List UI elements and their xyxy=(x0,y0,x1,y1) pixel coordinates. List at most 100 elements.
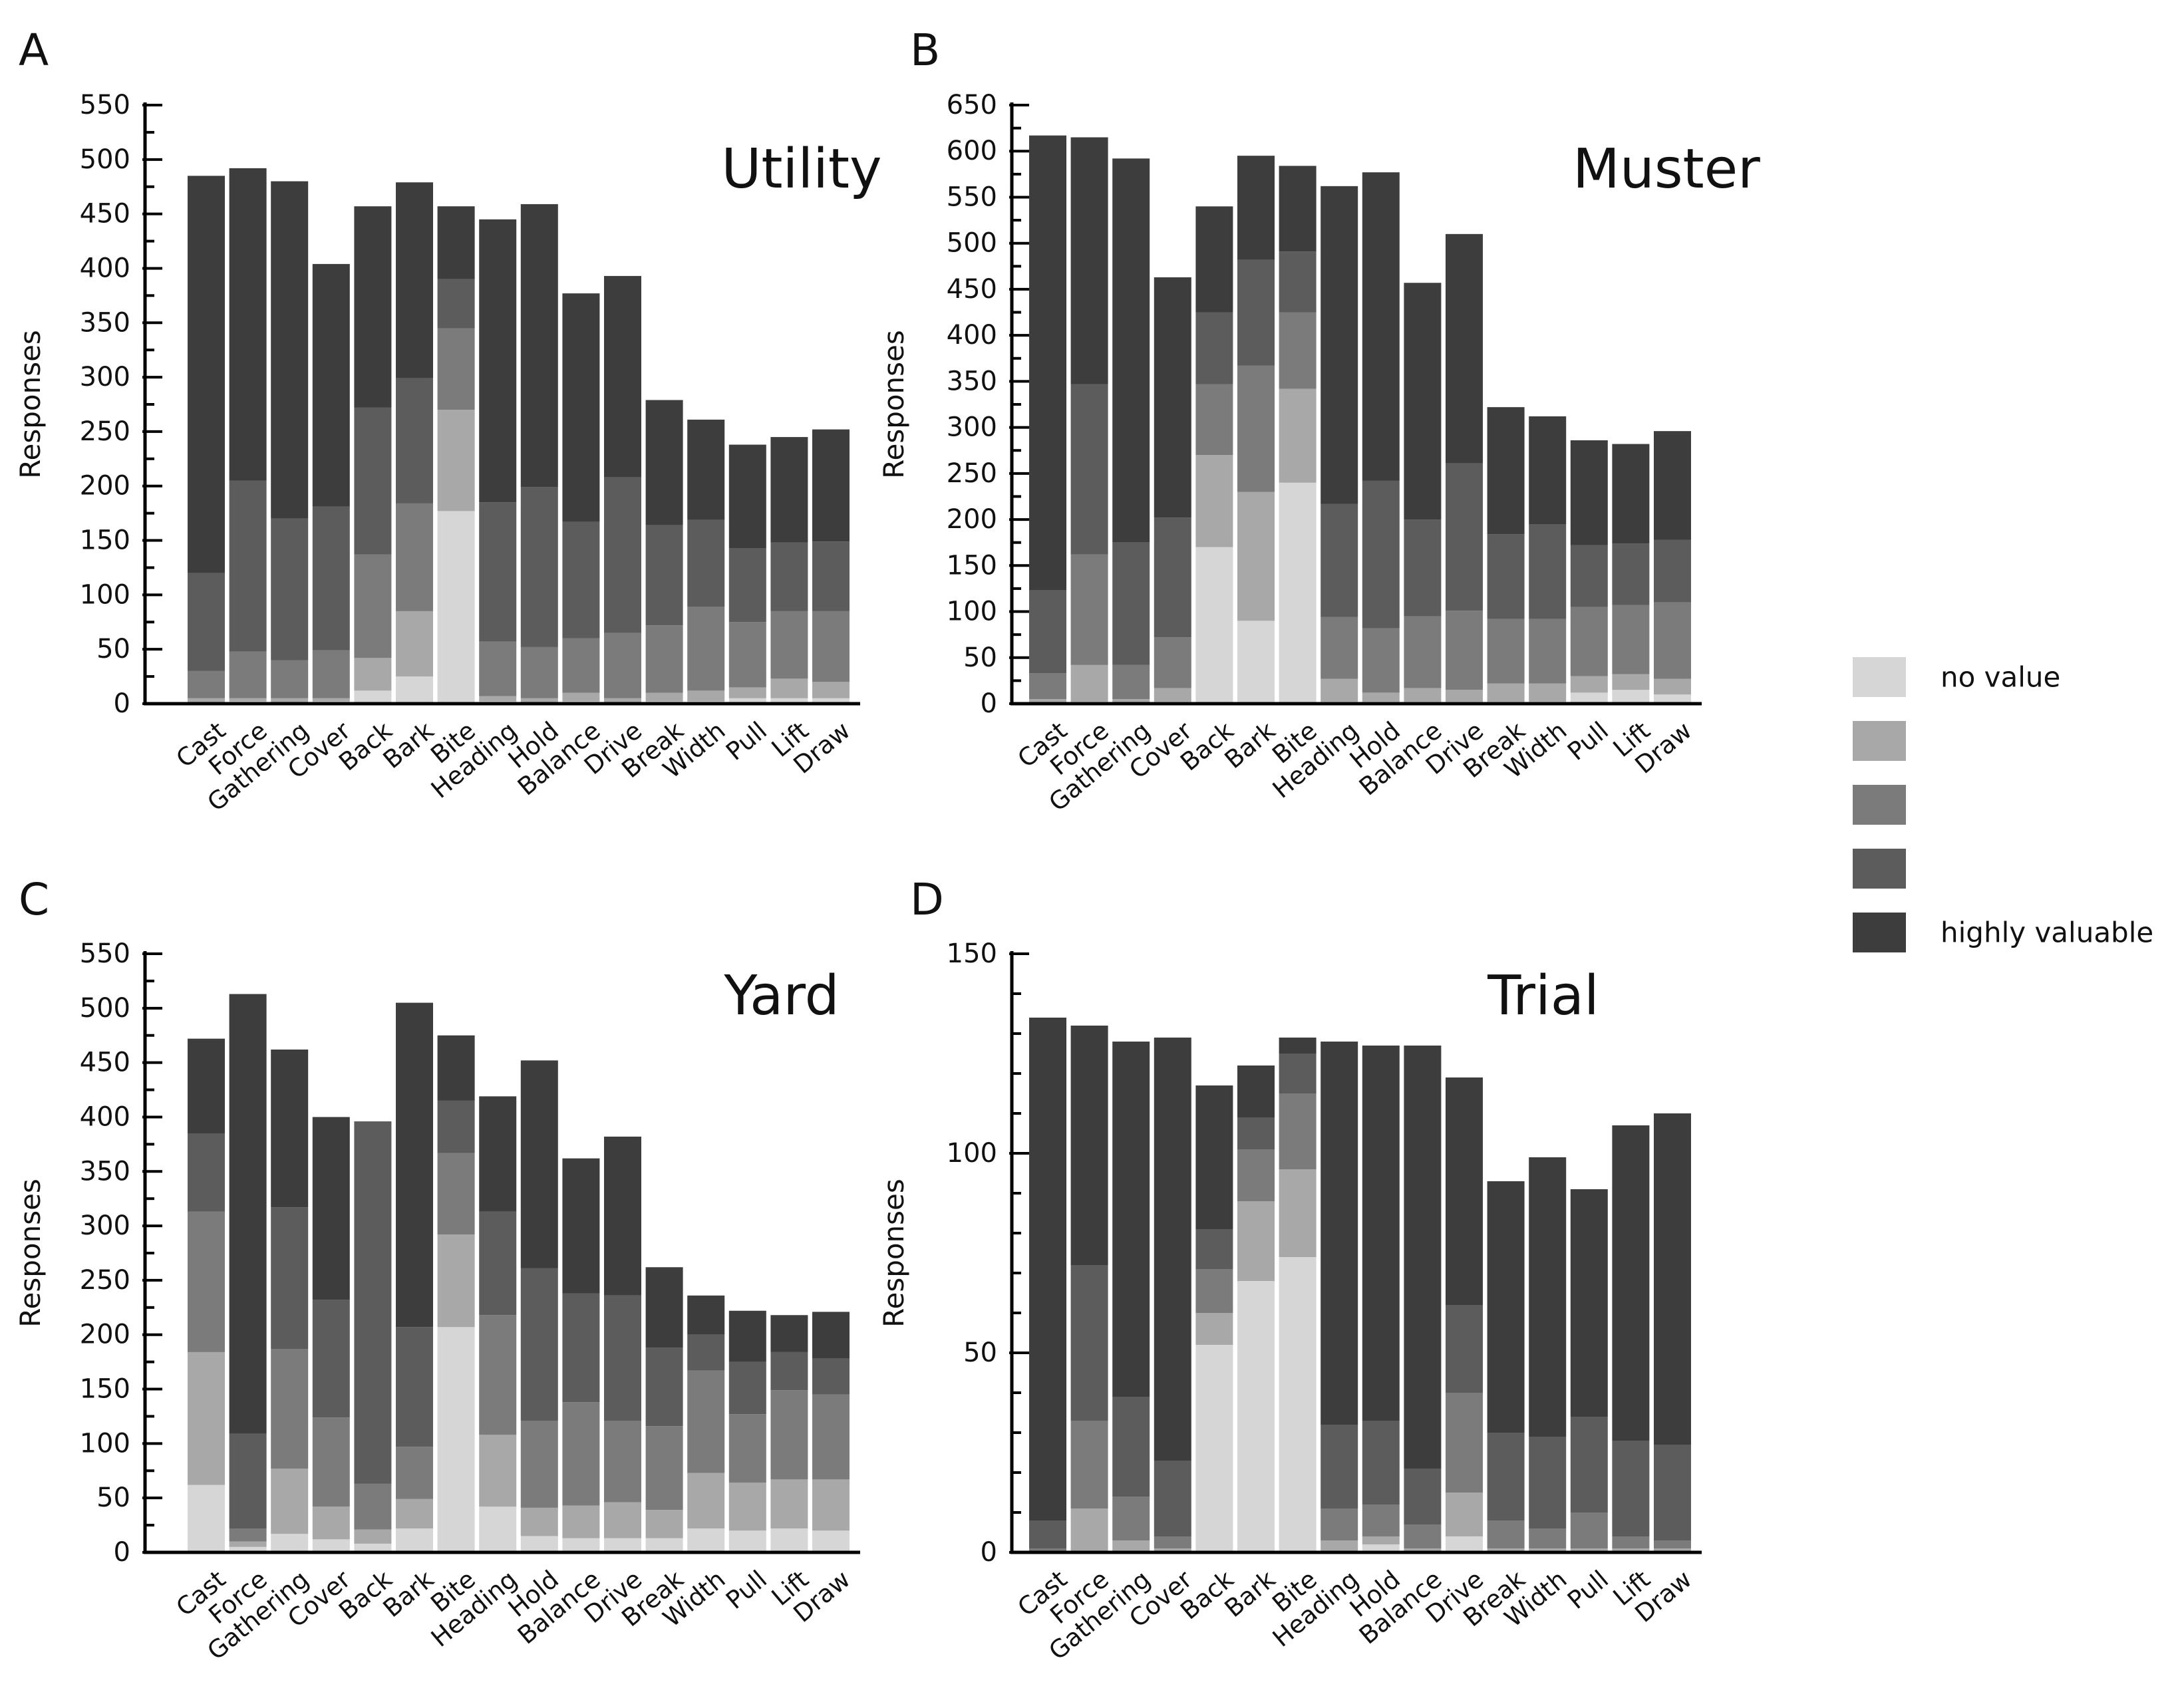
bar-back-level-4 xyxy=(1195,1229,1233,1269)
bar-heading-level-2 xyxy=(1321,1540,1358,1552)
legend-swatch-5 xyxy=(1853,913,1906,952)
bar-bark-highly-valuable xyxy=(1237,156,1275,260)
bar-bite-level-3 xyxy=(1279,1093,1317,1169)
bar-cover-level-2 xyxy=(1154,1548,1191,1552)
bar-force-level-2 xyxy=(229,698,267,702)
bar-force-level-2 xyxy=(1070,664,1108,702)
bar-back-level-4 xyxy=(354,1121,392,1484)
bar-gathering-level-4 xyxy=(1112,542,1150,665)
bar-cover-level-3 xyxy=(312,1417,350,1507)
bar-lift-no-value xyxy=(770,698,808,704)
bar-heading-highly-valuable xyxy=(1321,186,1358,504)
bar-back-level-3 xyxy=(354,554,392,658)
bar-pull-level-2 xyxy=(1570,676,1608,693)
bar-cover-level-3 xyxy=(1154,637,1191,688)
bar-lift-level-3 xyxy=(1612,605,1650,674)
bar-lift-level-4 xyxy=(1612,543,1650,605)
y-tick-label-550: 550 xyxy=(947,182,997,212)
bar-pull-level-4 xyxy=(728,548,766,623)
y-tick-label-50: 50 xyxy=(96,1483,130,1513)
legend-label-no-value: no value xyxy=(1941,661,2060,694)
y-tick-label-450: 450 xyxy=(80,1048,130,1078)
bar-gathering-highly-valuable xyxy=(271,1050,309,1208)
bar-back-level-3 xyxy=(1195,384,1233,456)
bar-draw-level-2 xyxy=(1654,678,1691,695)
bar-pull-level-2 xyxy=(1570,1548,1608,1552)
bar-drive-level-2 xyxy=(1446,690,1483,702)
bar-cast-level-4 xyxy=(188,573,225,671)
bar-hold-level-2 xyxy=(1362,1536,1400,1544)
bar-bite-level-4 xyxy=(437,1100,475,1153)
bar-bite-level-3 xyxy=(1279,312,1317,389)
bar-pull-level-4 xyxy=(1570,545,1608,607)
bar-lift-level-3 xyxy=(1612,1536,1650,1548)
bar-width-level-2 xyxy=(687,690,725,702)
bar-cover-level-4 xyxy=(312,506,350,650)
bar-balance-level-2 xyxy=(562,1505,600,1538)
bar-draw-level-3 xyxy=(812,611,850,682)
bar-heading-level-2 xyxy=(479,696,517,702)
y-axis-label: Responses xyxy=(877,1179,910,1328)
bar-drive-level-3 xyxy=(604,1421,641,1502)
y-tick-label-400: 400 xyxy=(80,253,130,283)
y-tick-label-500: 500 xyxy=(80,144,130,175)
y-tick-label-300: 300 xyxy=(947,412,997,443)
bar-draw-no-value xyxy=(812,1530,850,1552)
bar-back-highly-valuable xyxy=(1195,206,1233,313)
bar-back-level-2 xyxy=(1195,455,1233,547)
bar-bite-level-3 xyxy=(437,1153,475,1235)
chart-title-utility: Utility xyxy=(721,138,881,201)
bar-drive-no-value xyxy=(604,1538,641,1552)
bar-bite-no-value xyxy=(437,1327,475,1552)
bar-gathering-level-4 xyxy=(271,1207,309,1349)
bar-force-level-3 xyxy=(229,651,267,698)
bar-heading-highly-valuable xyxy=(479,1096,517,1212)
bar-force-level-2 xyxy=(229,1541,267,1547)
bar-gathering-level-4 xyxy=(271,518,309,660)
bar-back-no-value xyxy=(354,1543,392,1552)
panel-yard: CastForceGatheringCoverBackBarkBiteHeadi… xyxy=(14,874,860,1665)
bar-heading-level-2 xyxy=(479,1435,517,1507)
bar-hold-no-value xyxy=(1362,1544,1400,1552)
bar-width-level-4 xyxy=(1529,1437,1567,1528)
bar-gathering-level-3 xyxy=(1112,664,1150,700)
y-tick-label-50: 50 xyxy=(963,1338,997,1368)
bar-cast-level-2 xyxy=(1029,699,1066,704)
bar-bark-no-value xyxy=(1237,621,1275,704)
bar-heading-level-3 xyxy=(1321,1508,1358,1540)
y-tick-label-400: 400 xyxy=(80,1101,130,1132)
bar-break-level-4 xyxy=(645,525,683,626)
bar-cover-level-2 xyxy=(312,1506,350,1540)
bar-lift-level-2 xyxy=(1612,1548,1650,1552)
bar-balance-level-4 xyxy=(562,521,600,639)
y-axis-label: Responses xyxy=(14,1179,47,1328)
bar-drive-level-4 xyxy=(1446,1305,1483,1393)
y-tick-label-200: 200 xyxy=(947,504,997,535)
bar-drive-level-3 xyxy=(1446,611,1483,690)
bar-width-level-4 xyxy=(687,519,725,607)
bar-hold-level-4 xyxy=(520,487,558,647)
bar-bark-level-4 xyxy=(396,1327,433,1447)
bar-drive-level-2 xyxy=(1446,1493,1483,1536)
bar-back-level-4 xyxy=(1195,312,1233,384)
bar-drive-no-value xyxy=(1446,1536,1483,1552)
bar-heading-level-3 xyxy=(479,641,517,696)
bar-hold-level-4 xyxy=(520,1268,558,1421)
y-tick-label-650: 650 xyxy=(947,90,997,120)
bar-break-level-4 xyxy=(645,1348,683,1427)
bar-force-level-2 xyxy=(1070,1508,1108,1552)
bar-drive-highly-valuable xyxy=(604,275,641,478)
bar-cast-level-4 xyxy=(1029,590,1066,674)
bar-pull-level-2 xyxy=(728,687,766,698)
bar-bite-highly-valuable xyxy=(437,206,475,279)
bar-hold-level-3 xyxy=(520,1421,558,1508)
y-tick-label-500: 500 xyxy=(947,228,997,259)
legend-swatch-3 xyxy=(1853,785,1906,825)
bar-width-level-2 xyxy=(687,1473,725,1528)
y-tick-label-350: 350 xyxy=(80,1156,130,1187)
bar-pull-no-value xyxy=(728,1530,766,1552)
bar-bite-level-4 xyxy=(1279,251,1317,313)
bar-bite-level-2 xyxy=(1279,388,1317,483)
bar-pull-level-4 xyxy=(1570,1417,1608,1512)
